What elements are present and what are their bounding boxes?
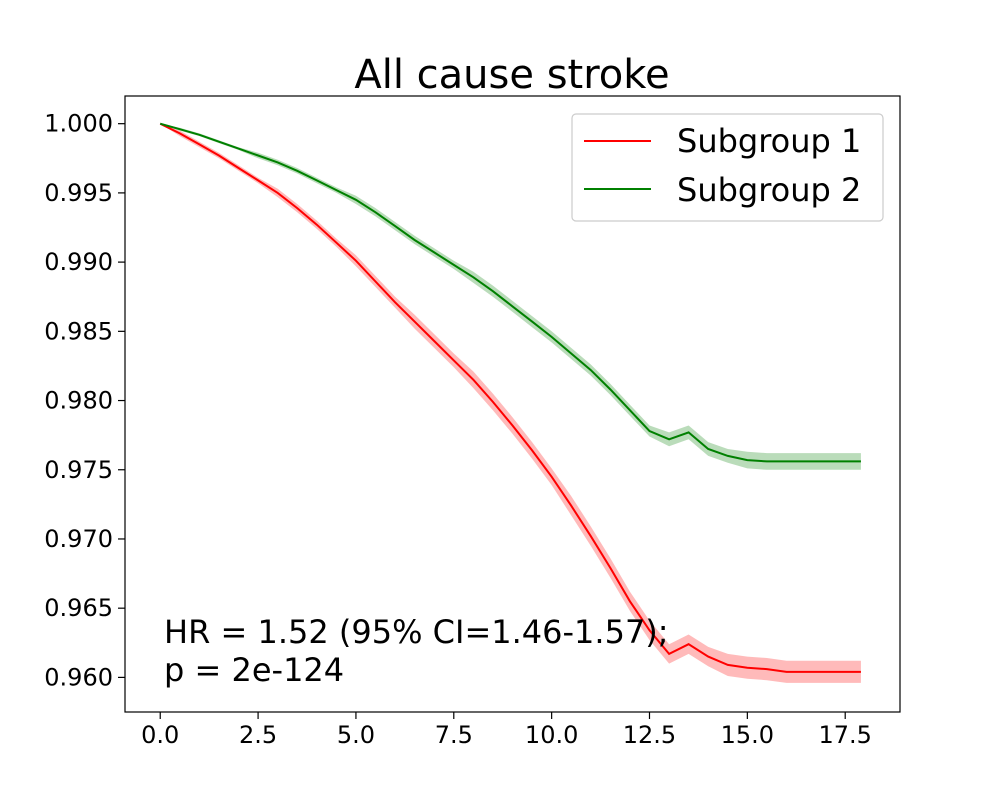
y-tick-label: 0.985 <box>44 317 113 345</box>
legend: Subgroup 1 Subgroup 2 <box>571 113 884 222</box>
y-tick-label: 0.990 <box>44 248 113 276</box>
y-axis-ticks: 0.960 0.965 0.970 0.975 0.980 0.985 0.990 0.995… <box>44 110 125 691</box>
y-tick-label: 0.965 <box>44 594 113 622</box>
x-tick-label: 0.0 <box>141 721 179 749</box>
y-tick-label: 0.980 <box>44 387 113 415</box>
y-tick-label: 0.975 <box>44 456 113 484</box>
legend-label-subgroup-2: Subgroup 2 <box>677 171 861 209</box>
legend-label-subgroup-1: Subgroup 1 <box>677 122 861 160</box>
x-tick-label: 2.5 <box>239 721 277 749</box>
x-tick-label: 17.5 <box>818 721 871 749</box>
hr-annotation: HR = 1.52 (95% CI=1.46-1.57); <box>164 613 669 651</box>
x-tick-label: 15.0 <box>721 721 774 749</box>
y-tick-label: 0.960 <box>44 663 113 691</box>
x-tick-label: 5.0 <box>337 721 375 749</box>
x-tick-label: 10.0 <box>525 721 578 749</box>
x-tick-label: 12.5 <box>623 721 676 749</box>
x-tick-label: 7.5 <box>435 721 473 749</box>
y-tick-label: 0.995 <box>44 179 113 207</box>
y-tick-label: 1.000 <box>44 110 113 138</box>
survival-curves <box>159 122 861 673</box>
y-tick-label: 0.970 <box>44 525 113 553</box>
survival-line-series-1 <box>159 122 861 673</box>
p-value-annotation: p = 2e-124 <box>164 651 344 689</box>
survival-line-series-2 <box>159 122 861 463</box>
chart-title: All cause stroke <box>354 52 669 98</box>
x-axis-ticks: 0.0 2.5 5.0 7.5 10.0 12.5 15.0 17.5 <box>141 712 872 749</box>
